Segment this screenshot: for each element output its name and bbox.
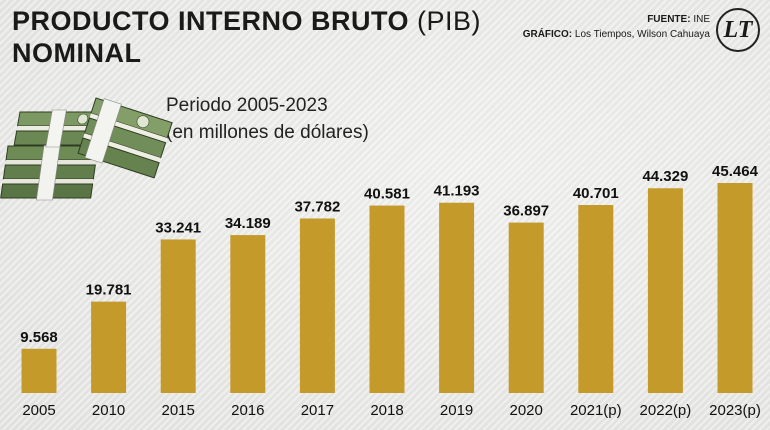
- graphic-line: GRÁFICO: Los Tiempos, Wilson Cahuaya: [523, 27, 710, 42]
- bar-group-2017: 37.782 2017: [294, 198, 340, 419]
- bar-2019: [439, 202, 475, 393]
- bar-2021(p): [578, 205, 614, 393]
- bar-2010: [91, 301, 127, 393]
- bar-2016: [230, 235, 266, 393]
- bar-value-label: 34.189: [225, 215, 271, 232]
- source-line: FUENTE: INE: [523, 12, 710, 27]
- bar-group-2021(p): 40.701 2021(p): [570, 185, 622, 419]
- x-tick-label: 2017: [301, 402, 334, 419]
- bar-2020: [508, 222, 544, 393]
- logo-text: LT: [723, 16, 753, 43]
- subtitle-period: Periodo 2005-2023: [166, 95, 328, 116]
- x-tick-label: 2023(p): [709, 402, 761, 419]
- credits: FUENTE: INE GRÁFICO: Los Tiempos, Wilson…: [523, 12, 710, 42]
- bar-2023(p): [717, 183, 753, 393]
- bar-value-label: 33.241: [155, 219, 201, 236]
- source-label: FUENTE:: [647, 14, 691, 25]
- bar-2017: [299, 218, 335, 393]
- x-tick-label: 2005: [22, 402, 55, 419]
- x-tick-label: 2019: [440, 402, 473, 419]
- bar-value-label: 40.581: [364, 186, 410, 203]
- x-tick-label: 2022(p): [640, 402, 692, 419]
- bar-value-label: 44.329: [642, 168, 688, 185]
- x-tick-label: 2018: [370, 402, 403, 419]
- bar-group-2022(p): 44.329 2022(p): [640, 168, 692, 419]
- money-stack-icon: [0, 97, 173, 201]
- bar-value-label: 9.568: [20, 329, 58, 346]
- x-tick-label: 2016: [231, 402, 264, 419]
- bar-value-label: 41.193: [434, 183, 480, 200]
- x-tick-label: 2021(p): [570, 402, 622, 419]
- bar-2015: [160, 239, 196, 393]
- source-value: INE: [693, 14, 710, 25]
- subtitle-units: (en millones de dólares): [166, 122, 369, 143]
- x-tick-label: 2015: [162, 402, 195, 419]
- chart-subtitle: Periodo 2005-2023 (en millones de dólare…: [166, 92, 369, 146]
- bar-2022(p): [647, 188, 683, 393]
- bar-group-2010: 19.781 2010: [86, 282, 132, 419]
- bar-group-2005: 9.568 2005: [20, 329, 58, 419]
- graphic-label: GRÁFICO:: [522, 29, 573, 40]
- bar-value-label: 37.782: [294, 198, 340, 215]
- chart-title: PRODUCTO INTERNO BRUTO (PIB): [12, 4, 481, 38]
- bar-value-label: 19.781: [86, 282, 132, 299]
- chart-title-line2: NOMINAL: [12, 38, 142, 68]
- chart-title-suffix: (PIB): [417, 6, 482, 36]
- graphic-value: Los Tiempos, Wilson Cahuaya: [574, 29, 710, 40]
- money-stack-illustration: [0, 97, 173, 201]
- bar-value-label: 40.701: [573, 185, 619, 202]
- bar-group-2018: 40.581 2018: [364, 186, 410, 419]
- bar-2005: [21, 348, 57, 393]
- x-tick-label: 2020: [510, 402, 543, 419]
- bar-value-label: 36.897: [503, 203, 549, 220]
- bar-group-2019: 41.193 2019: [434, 183, 480, 419]
- chart-title-main: PRODUCTO INTERNO BRUTO: [12, 6, 410, 36]
- bar-group-2020: 36.897 2020: [503, 203, 549, 419]
- bar-group-2015: 33.241 2015: [155, 219, 201, 419]
- bar-2018: [369, 205, 405, 393]
- bar-group-2016: 34.189 2016: [225, 215, 271, 419]
- x-tick-label: 2010: [92, 402, 125, 419]
- los-tiempos-logo: LT: [716, 8, 760, 52]
- bar-value-label: 45.464: [712, 163, 759, 180]
- bar-group-2023(p): 45.464 2023(p): [709, 163, 761, 419]
